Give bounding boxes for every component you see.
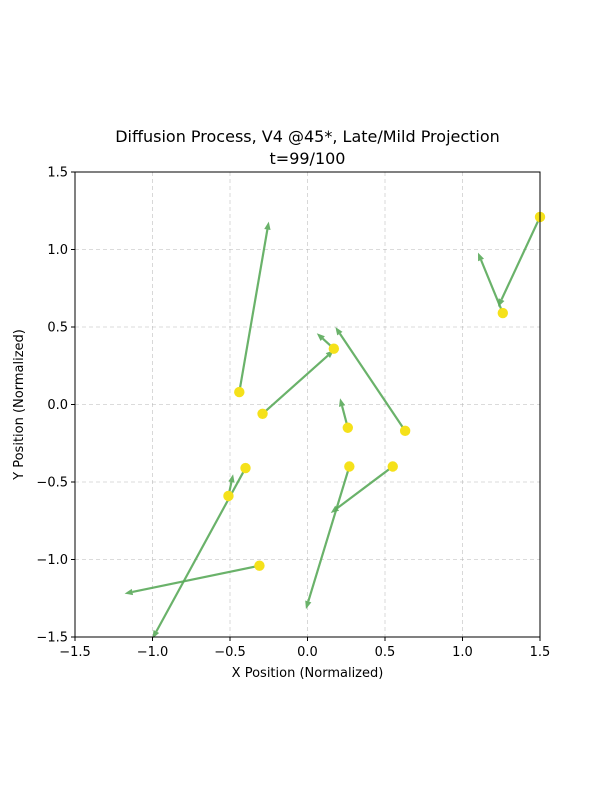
- y-tick-label: −0.5: [36, 476, 68, 491]
- arrows: [124, 216, 541, 639]
- points: [223, 211, 546, 571]
- vector-arrow-head: [124, 588, 134, 596]
- x-tick-label: 0.5: [375, 645, 396, 660]
- y-axis-label: Y Position (Normalized): [12, 329, 27, 481]
- vector-arrow-head: [305, 600, 312, 610]
- particle-point: [387, 461, 398, 472]
- x-tick-label: 1.0: [452, 645, 473, 660]
- particle-point: [257, 408, 268, 419]
- vector-arrow-head: [228, 474, 235, 483]
- vector-arrow-head: [152, 629, 160, 639]
- vector-arrow-head: [264, 221, 271, 231]
- vector-arrow-shaft: [261, 354, 329, 415]
- vector-arrow-shaft: [238, 229, 269, 393]
- particle-point: [254, 560, 265, 571]
- particle-point: [240, 462, 251, 474]
- y-tick-label: −1.0: [36, 553, 68, 568]
- particle-point: [497, 307, 508, 319]
- particle-point: [344, 461, 355, 472]
- vector-arrow-shaft: [338, 333, 407, 432]
- x-tick-label: 0.0: [297, 645, 318, 660]
- y-tick-label: 1.5: [47, 166, 68, 181]
- particle-point: [234, 386, 245, 398]
- x-tick-label: −1.5: [59, 645, 91, 660]
- y-tick-label: −1.5: [36, 631, 68, 646]
- y-tick-label: 1.0: [47, 243, 68, 258]
- vector-arrow-shaft: [336, 465, 394, 510]
- particle-point: [223, 490, 234, 502]
- x-tick-label: 1.5: [530, 645, 551, 660]
- particle-point: [342, 422, 353, 433]
- x-axis-label: X Position (Normalized): [232, 666, 384, 681]
- y-axis: −1.5 −1.0 −0.5 0.0 0.5 1.0 1.5: [36, 166, 75, 646]
- chart-subtitle: t=99/100: [270, 149, 346, 168]
- vector-arrow-head: [478, 252, 484, 262]
- particle-point: [328, 343, 340, 354]
- x-axis: −1.5 −1.0 −0.5 0.0 0.5 1.0 1.5: [59, 637, 550, 660]
- chart-title: Diffusion Process, V4 @45*, Late/Mild Pr…: [115, 127, 500, 146]
- vector-arrow-head: [498, 298, 505, 307]
- x-tick-label: −1.0: [137, 645, 169, 660]
- vector-arrow-head: [330, 505, 340, 513]
- vector-arrow-shaft: [307, 466, 351, 602]
- vector-arrow-head: [316, 333, 325, 341]
- y-tick-label: 0.5: [47, 321, 68, 336]
- x-tick-label: −0.5: [214, 645, 246, 660]
- particle-point: [399, 425, 411, 437]
- vector-arrow-shaft: [500, 216, 541, 301]
- vector-arrow-head: [335, 327, 343, 336]
- y-tick-label: 0.0: [47, 398, 68, 413]
- vector-arrow-head: [338, 398, 346, 407]
- vector-arrow-shaft: [132, 564, 260, 594]
